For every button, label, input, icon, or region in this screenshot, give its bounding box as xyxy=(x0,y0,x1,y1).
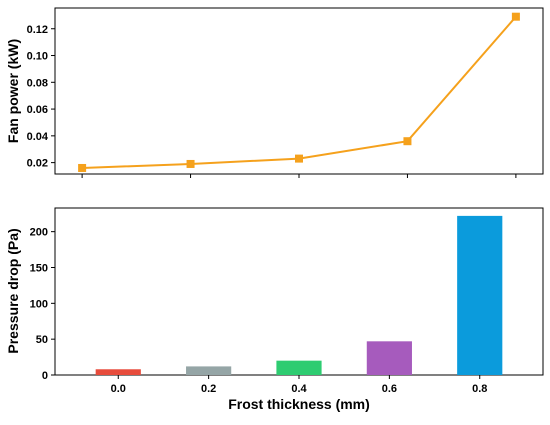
pressure-drop-x-tick-label: 0.8 xyxy=(472,383,487,395)
pressure-drop-chart: 0 50 100 150 200 0.0 0.2 0.4 0.6 0.8 Pressure dr… xyxy=(5,207,544,412)
frost-thickness-x-axis-label: Frost thickness (mm) xyxy=(228,396,370,412)
pressure-drop-x-axis: 0.0 0.2 0.4 0.6 0.8 xyxy=(111,375,487,395)
fan-power-y-tick-label: 0.10 xyxy=(27,51,48,63)
pressure-drop-y-tick-label: 100 xyxy=(30,298,48,310)
fan-power-series xyxy=(78,12,520,172)
fan-power-point xyxy=(186,159,195,168)
pressure-drop-bar xyxy=(186,366,232,375)
pressure-drop-x-tick-label: 0.0 xyxy=(111,383,126,395)
pressure-drop-x-tick-label: 0.4 xyxy=(291,383,307,395)
fan-power-point xyxy=(403,137,412,146)
fan-power-x-axis xyxy=(81,174,517,178)
pressure-drop-bar xyxy=(457,215,503,375)
fan-power-y-tick-label: 0.12 xyxy=(27,24,48,36)
pressure-drop-bar xyxy=(366,341,412,375)
pressure-drop-bar xyxy=(276,360,322,375)
fan-power-line xyxy=(82,16,517,169)
pressure-drop-bars xyxy=(95,215,503,375)
pressure-drop-x-tick-label: 0.6 xyxy=(382,383,397,395)
fan-power-y-axis: 0.02 0.04 0.06 0.08 0.10 0.12 xyxy=(27,24,55,170)
fan-power-plot-frame xyxy=(54,7,544,175)
pressure-drop-y-tick-label: 150 xyxy=(30,262,48,274)
fan-power-chart: 0.02 0.04 0.06 0.08 0.10 0.12 Fan power (kW) xyxy=(5,7,544,178)
fan-power-y-tick-label: 0.02 xyxy=(27,158,48,170)
fan-power-point xyxy=(511,12,520,21)
pressure-drop-y-axis-label: Pressure drop (Pa) xyxy=(5,228,21,353)
pressure-drop-x-tick-label: 0.2 xyxy=(201,383,216,395)
pressure-drop-bar xyxy=(95,369,141,375)
fan-power-y-tick-label: 0.08 xyxy=(27,77,48,89)
fan-power-point xyxy=(78,163,87,172)
pressure-drop-y-axis: 0 50 100 150 200 xyxy=(30,227,55,382)
fan-power-y-tick-label: 0.06 xyxy=(27,104,48,116)
fan-power-y-axis-label: Fan power (kW) xyxy=(5,39,21,143)
fan-power-y-tick-label: 0.04 xyxy=(27,131,49,143)
pressure-drop-y-tick-label: 0 xyxy=(42,370,48,382)
pressure-drop-y-tick-label: 200 xyxy=(30,227,48,239)
fan-power-point xyxy=(295,154,303,163)
pressure-drop-y-tick-label: 50 xyxy=(36,334,48,346)
